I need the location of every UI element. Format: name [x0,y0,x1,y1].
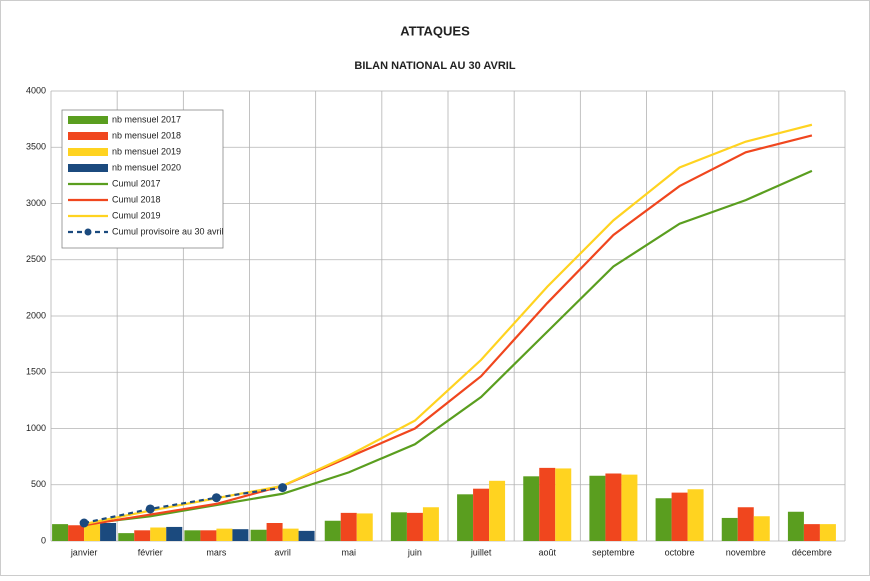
y-tick-label: 1000 [26,423,46,433]
line [83,123,813,526]
bar [489,480,506,541]
bar [282,528,299,541]
bar [621,474,638,541]
legend-swatch [68,116,108,124]
line [83,134,813,527]
marker [145,504,155,514]
line [83,486,283,525]
x-tick-label: juillet [470,547,492,557]
bar [356,513,373,541]
bar [84,524,101,541]
legend-label: nb mensuel 2019 [112,146,181,156]
x-tick-label: mai [341,547,356,557]
bar [298,530,315,541]
legend-label: nb mensuel 2017 [112,114,181,124]
bar [118,533,135,541]
bar [216,528,233,541]
x-tick-label: février [138,547,163,557]
marker [278,483,288,493]
bar [787,511,804,541]
y-tick-label: 3000 [26,198,46,208]
bar [250,529,267,541]
chart-title: ATTAQUES [400,23,470,38]
bar [555,468,572,541]
bar [422,507,439,541]
x-tick-label: janvier [70,547,98,557]
bar [819,524,836,541]
bar [539,467,556,541]
bar [687,489,704,541]
legend-label: Cumul 2018 [112,194,161,204]
bar [200,530,217,541]
legend-label: nb mensuel 2020 [112,162,181,172]
bar [340,512,357,541]
bar [605,473,622,541]
bar [324,520,341,541]
y-tick-label: 500 [31,479,46,489]
bar [68,525,85,541]
bar [184,530,201,541]
legend-swatch [68,132,108,140]
y-tick-label: 4000 [26,85,46,95]
x-tick-label: octobre [665,547,695,557]
bar [589,475,606,541]
bar [166,526,183,541]
bar [803,524,820,541]
x-tick-label: novembre [726,547,766,557]
chart-subtitle: BILAN NATIONAL AU 30 AVRIL [354,60,515,72]
bar [523,476,540,541]
bar [150,527,167,541]
bar [671,492,688,541]
marker [79,518,89,528]
y-tick-label: 2500 [26,254,46,264]
bar [390,512,407,541]
x-tick-label: septembre [592,547,635,557]
x-tick-label: mars [206,547,226,557]
legend-label: nb mensuel 2018 [112,130,181,140]
bar [737,507,754,541]
x-tick-label: juin [407,547,422,557]
marker [211,493,221,503]
x-tick-label: décembre [792,547,832,557]
y-tick-label: 3500 [26,142,46,152]
y-tick-label: 2000 [26,310,46,320]
bar [100,523,117,541]
y-tick-label: 0 [41,535,46,545]
bar [473,488,490,541]
legend-label: Cumul 2017 [112,178,161,188]
x-tick-label: août [538,547,556,557]
x-tick-label: avril [274,547,291,557]
legend-swatch [68,148,108,156]
bar [134,530,151,541]
legend-label: Cumul provisoire au 30 avril [112,226,224,236]
legend-marker [84,228,92,236]
legend-label: Cumul 2019 [112,210,161,220]
bar [406,512,423,541]
bar [457,494,474,541]
line [83,169,813,526]
bar [753,516,770,541]
bar [721,517,738,541]
bar [655,498,672,541]
bar [52,524,69,541]
y-tick-label: 1500 [26,367,46,377]
bar [232,529,249,541]
legend-swatch [68,164,108,172]
bar [266,523,283,541]
